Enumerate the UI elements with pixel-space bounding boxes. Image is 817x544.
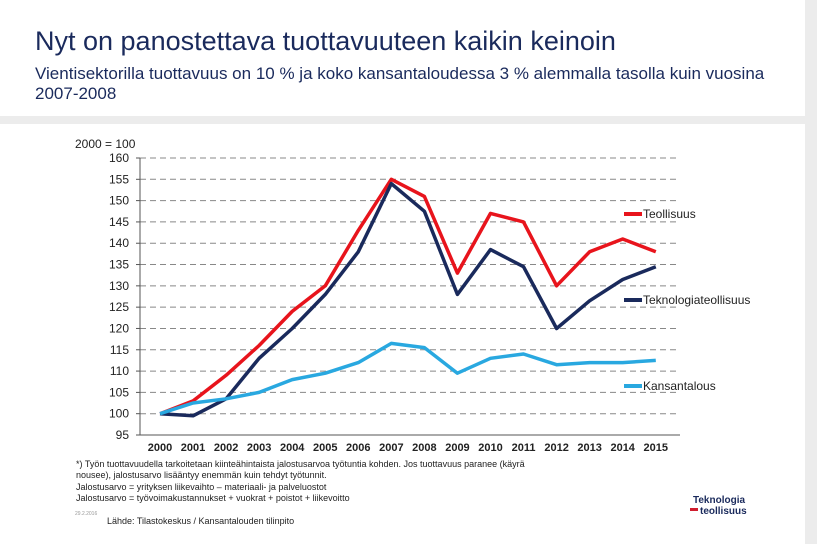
y-tick-label: 105 [109,385,129,399]
x-tick-label: 2015 [644,442,668,454]
legend-label: Teollisuus [643,207,696,221]
y-tick-label: 140 [109,236,129,250]
y-tick-label: 135 [109,258,129,272]
x-tick-label: 2009 [445,442,469,454]
x-tick-label: 2000 [148,442,172,454]
x-tick-label: 2008 [412,442,436,454]
x-tick-label: 2010 [478,442,502,454]
page-number: 29.2.2016 [75,511,98,517]
legend-label: Kansantalous [643,379,716,393]
y-tick-label: 120 [109,321,129,335]
x-tick-label: 2011 [512,442,536,454]
y-tick-label: 130 [109,279,129,293]
x-tick-label: 2002 [214,442,238,454]
y-axis-label: 2000 = 100 [75,137,136,151]
y-tick-label: 110 [110,364,129,378]
x-tick-label: 2012 [544,442,568,454]
x-tick-label: 2001 [181,442,205,454]
source-note: Lähde: Tilastokeskus / Kansantalouden ti… [107,516,295,526]
y-tick-label: 100 [109,407,129,421]
footnote-line: Jalostusarvo = yrityksen liikevaihto – m… [76,481,327,492]
y-tick-label: 95 [116,428,130,442]
x-tick-label: 2003 [247,442,271,454]
x-tick-label: 2007 [379,442,403,454]
x-tick-label: 2014 [610,442,635,454]
x-tick-label: 2006 [346,442,370,454]
series-line-kansantalous [159,341,656,416]
x-tick-label: 2013 [577,442,601,454]
y-tick-label: 125 [109,300,129,314]
logo-bar [690,508,698,511]
brand-logo: Teknologia teollisuus [690,495,780,519]
y-tick-label: 150 [109,194,129,208]
legend-label: Teknologiateollisuus [643,293,750,307]
y-tick-label: 115 [110,343,129,357]
series-line-teollisuus [159,177,657,416]
page-subtitle: Vientisektorilla tuottavuus on 10 % ja k… [35,64,765,103]
series-line-teknologiateollisuus [159,181,657,418]
logo-text-2: teollisuus [700,506,747,517]
footnote-line: Jalostusarvo = työvoimakustannukset + vu… [76,492,350,503]
y-tick-label: 160 [109,151,129,165]
header: Nyt on panostettava tuottavuuteen kaikin… [0,0,805,116]
footnotes: *) Työn tuottavuudella tarkoitetaan kiin… [76,459,525,504]
x-tick-label: 2004 [280,442,305,454]
footnote-line: *) Työn tuottavuudella tarkoitetaan kiin… [76,459,525,469]
y-tick-label: 155 [109,172,129,186]
y-tick-label: 145 [109,215,129,229]
x-tick-label: 2005 [313,442,337,454]
logo-text-1: Teknologia [693,495,746,506]
page-title: Nyt on panostettava tuottavuuteen kaikin… [35,26,616,56]
footnote-line: nousee), jalostusarvo lisääntyy enemmän … [76,470,327,481]
